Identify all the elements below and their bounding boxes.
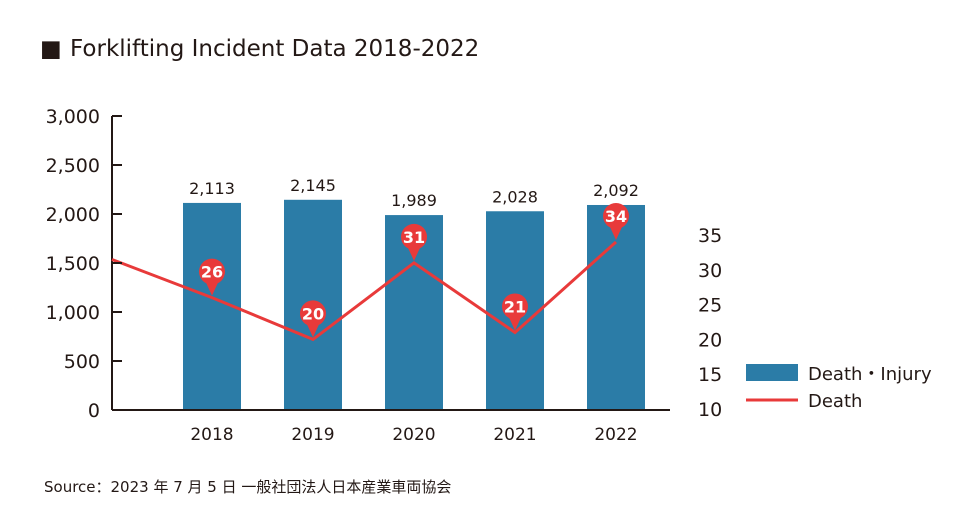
legend-label-death-injury: Death・Injury: [808, 364, 932, 385]
bar-value-label: 2,028: [492, 187, 538, 206]
death-line: [111, 240, 618, 342]
left-tick-label: 1,000: [46, 302, 100, 324]
death-marker-2022: 34: [603, 202, 629, 240]
death-marker-2021: 21: [502, 293, 528, 331]
marker-circle: [401, 223, 427, 250]
left-tick-label: 500: [64, 351, 100, 373]
death-marker-2020: 31: [401, 223, 427, 261]
marker-circle: [603, 202, 629, 229]
legend-label-death: Death: [808, 391, 862, 412]
pins-group: 26 20 31 21 34: [199, 202, 629, 338]
category-label: 2021: [493, 425, 536, 445]
legend: Death・Injury Death: [746, 364, 932, 412]
bar-value-label: 2,145: [290, 176, 336, 195]
death-value-label: 21: [504, 297, 526, 316]
marker-pointer: [509, 317, 521, 331]
bar-labels-group: 2,113 2,145 1,989 2,028 2,092: [189, 176, 639, 210]
category-label: 2018: [190, 425, 233, 445]
right-tick-label: 15: [698, 364, 722, 386]
death-marker-2019: 20: [300, 300, 326, 338]
marker-pointer: [307, 324, 319, 338]
marker-circle: [300, 300, 326, 327]
left-tick-label: 3,000: [46, 106, 100, 128]
death-value-label: 34: [605, 207, 627, 226]
bar-value-label: 1,989: [391, 191, 437, 210]
left-ticks-group: 0 500 1,000 1,500 2,000 2,500 3,000: [46, 106, 122, 422]
bar-value-label: 2,092: [593, 181, 639, 200]
marker-pointer: [610, 226, 622, 240]
category-label: 2022: [594, 425, 637, 445]
line-group: [111, 240, 618, 342]
marker-circle: [502, 293, 528, 320]
death-marker-2018: 26: [199, 258, 225, 296]
left-tick-label: 2,500: [46, 155, 100, 177]
death-value-label: 26: [201, 263, 223, 282]
left-tick-label: 1,500: [46, 253, 100, 275]
chart-title: Forklifting Incident Data 2018-2022: [70, 36, 479, 62]
right-tick-label: 30: [698, 260, 722, 282]
death-value-label: 31: [403, 228, 425, 247]
category-label: 2019: [291, 425, 334, 445]
legend-swatch-death-injury: [746, 364, 798, 381]
right-tick-label: 35: [698, 225, 722, 247]
title-marker: ■: [40, 36, 62, 62]
right-ticks-group: 10 15 20 25 30 35: [698, 225, 722, 421]
left-tick-label: 2,000: [46, 204, 100, 226]
right-tick-label: 25: [698, 295, 722, 317]
category-label: 2020: [392, 425, 435, 445]
right-tick-label: 20: [698, 329, 722, 351]
marker-pointer: [206, 282, 218, 296]
marker-circle: [199, 258, 225, 285]
right-tick-label: 10: [698, 399, 722, 421]
left-tick-label: 0: [88, 400, 100, 422]
bar-value-label: 2,113: [189, 179, 235, 198]
marker-pointer: [408, 247, 420, 261]
death-value-label: 20: [302, 304, 324, 323]
category-labels-group: 2018 2019 2020 2021 2022: [190, 425, 637, 445]
source-note: Source：2023 年 7 月 5 日 一般社団法人日本産業車両協会: [44, 478, 451, 496]
